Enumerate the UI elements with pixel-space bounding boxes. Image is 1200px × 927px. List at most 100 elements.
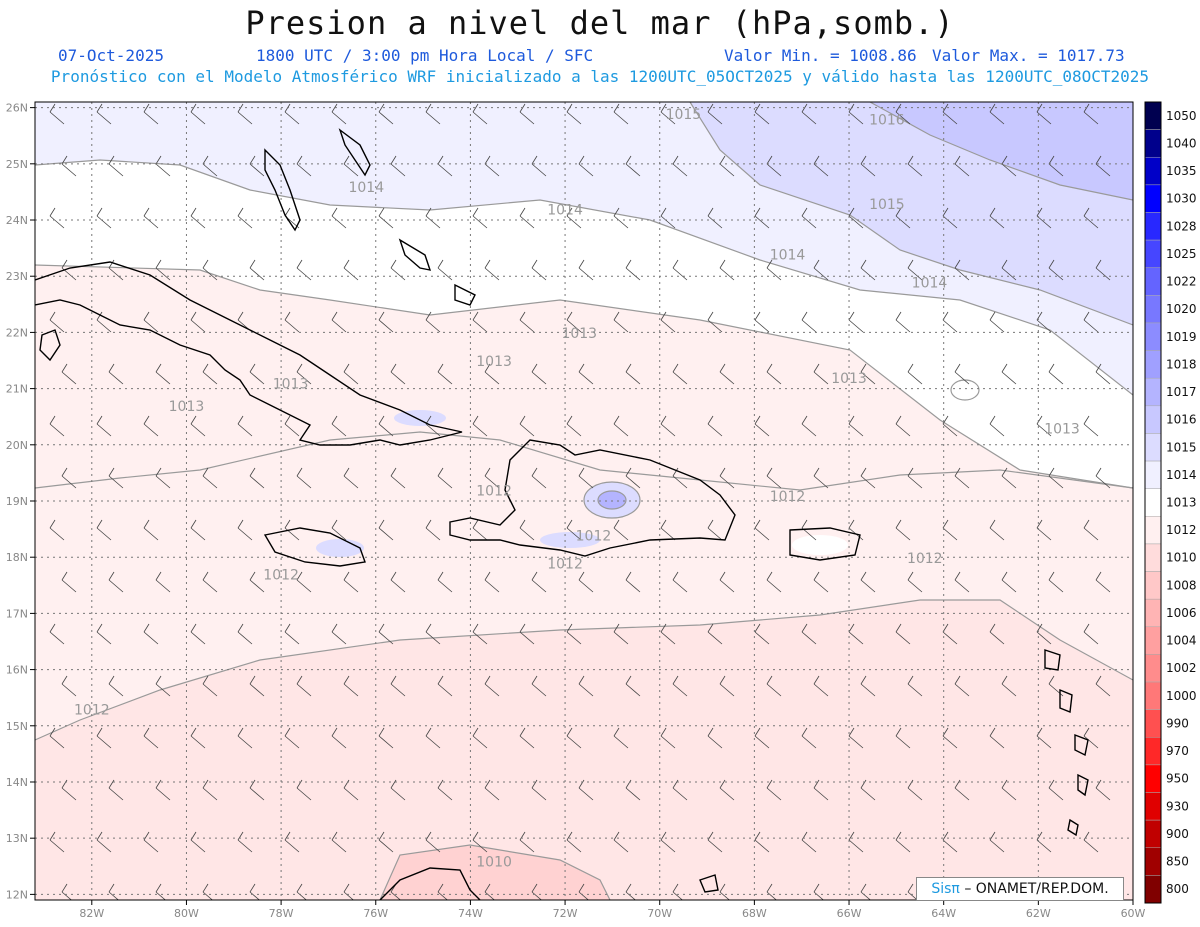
wind-barb-flag: [1048, 779, 1055, 789]
wind-barb-flag: [613, 623, 620, 633]
wind-barb: [61, 683, 77, 697]
wind-barb-flag: [578, 779, 585, 789]
colorbar-label: 990: [1166, 716, 1189, 730]
wind-barb: [707, 631, 723, 645]
wind-barb-flag: [472, 311, 479, 321]
wind-barb: [331, 111, 347, 125]
wind-barb-flag: [954, 571, 961, 581]
wind-barb: [343, 787, 359, 801]
isobar-high-2: [597, 490, 627, 510]
wind-barb-flag: [296, 155, 303, 165]
wind-barb-flag: [1001, 155, 1008, 165]
wind-barb-flag: [378, 103, 385, 113]
colorbar-swatch: [1144, 626, 1162, 655]
wind-barb: [96, 735, 112, 749]
wind-barb-flag: [249, 675, 256, 685]
wind-barb: [813, 163, 829, 177]
wind-barb-flag: [895, 831, 902, 841]
credit-brand: Sisπ: [931, 881, 960, 897]
wind-barb-flag: [989, 415, 996, 425]
wind-barb-flag: [1036, 727, 1043, 737]
wind-barb-flag: [378, 519, 385, 529]
contour-label: 1012: [770, 489, 806, 505]
wind-barb-flag: [425, 623, 432, 633]
isobar-1012-south: [35, 599, 1133, 741]
wind-barb-flag: [1083, 727, 1090, 737]
wind-barb-flag: [1048, 259, 1055, 269]
wind-barb: [754, 215, 770, 229]
wind-barb: [531, 371, 547, 385]
wind-barb: [660, 631, 676, 645]
shade-high-cuba: [394, 410, 446, 426]
wind-barb: [801, 631, 817, 645]
wind-barb-flag: [249, 259, 256, 269]
wind-barb-flag: [954, 259, 961, 269]
wind-barb: [1036, 319, 1052, 333]
wind-barb: [378, 111, 394, 125]
wind-barb-flag: [660, 415, 667, 425]
wind-barb-flag: [813, 363, 820, 373]
wind-barb-flag: [202, 467, 209, 477]
wind-barb-flag: [331, 311, 338, 321]
wind-barb-flag: [378, 415, 385, 425]
wind-barb-flag: [660, 623, 667, 633]
wind-barb-flag: [989, 103, 996, 113]
wind-barb: [801, 839, 817, 853]
lat-label: 20N: [6, 439, 28, 452]
wind-barb: [190, 527, 206, 541]
lat-label: 26N: [6, 102, 28, 115]
wind-barb: [672, 683, 688, 697]
wind-barb-flag: [660, 727, 667, 737]
wind-barb-flag: [625, 155, 632, 165]
wind-barb-flag: [942, 207, 949, 217]
isobar-lines: [35, 102, 1133, 900]
wind-barb-flag: [378, 623, 385, 633]
wind-barb-flag: [566, 311, 573, 321]
shade-high-jamaica: [316, 539, 364, 557]
wind-barb: [190, 735, 206, 749]
bahamas-south-coast: [398, 238, 432, 271]
wind-barb-flag: [578, 571, 585, 581]
wind-barb: [766, 267, 782, 281]
wind-barb-flag: [331, 207, 338, 217]
dominica-coast: [1059, 688, 1073, 713]
wind-barb: [942, 215, 958, 229]
shade-1016: [870, 102, 1133, 200]
wind-barb-flag: [378, 727, 385, 737]
wind-barb: [143, 319, 159, 333]
colorbar-swatch: [1144, 239, 1162, 268]
wind-barb-flag: [566, 519, 573, 529]
wind-barb: [578, 475, 594, 489]
wind-barb-flag: [296, 675, 303, 685]
wind-barb-flag: [1083, 311, 1090, 321]
lon-label: 78W: [269, 907, 294, 920]
wind-barb: [613, 215, 629, 229]
wind-barb-flag: [96, 103, 103, 113]
wind-barb-flag: [625, 779, 632, 789]
wind-barb-flag: [237, 415, 244, 425]
wind-barb-flag: [719, 571, 726, 581]
wind-barb-flag: [989, 207, 996, 217]
wind-barb: [766, 579, 782, 593]
wind-barb-flag: [155, 259, 162, 269]
wind-barb: [296, 683, 312, 697]
wind-barb: [108, 579, 124, 593]
wind-barb-flag: [578, 363, 585, 373]
wind-barb-flag: [472, 207, 479, 217]
contour-label: 1015: [869, 197, 905, 213]
colorbar-swatch: [1144, 267, 1162, 296]
wind-barb: [907, 787, 923, 801]
colorbar-label: 1015: [1166, 440, 1197, 454]
wind-barb-flag: [566, 415, 573, 425]
wind-barb: [425, 215, 441, 229]
wind-barb-flag: [96, 623, 103, 633]
wind-barb: [660, 319, 676, 333]
colorbar-label: 1030: [1166, 192, 1197, 206]
colorbar: 1050 1040 1035 1030 1028 1025 1022 1020 1019 1018…: [1144, 101, 1197, 904]
wind-barb-flag: [96, 519, 103, 529]
wind-barb-flag: [801, 207, 808, 217]
wind-barb: [566, 839, 582, 853]
wind-barb: [378, 839, 394, 853]
wind-barb: [296, 787, 312, 801]
wind-barb: [707, 319, 723, 333]
